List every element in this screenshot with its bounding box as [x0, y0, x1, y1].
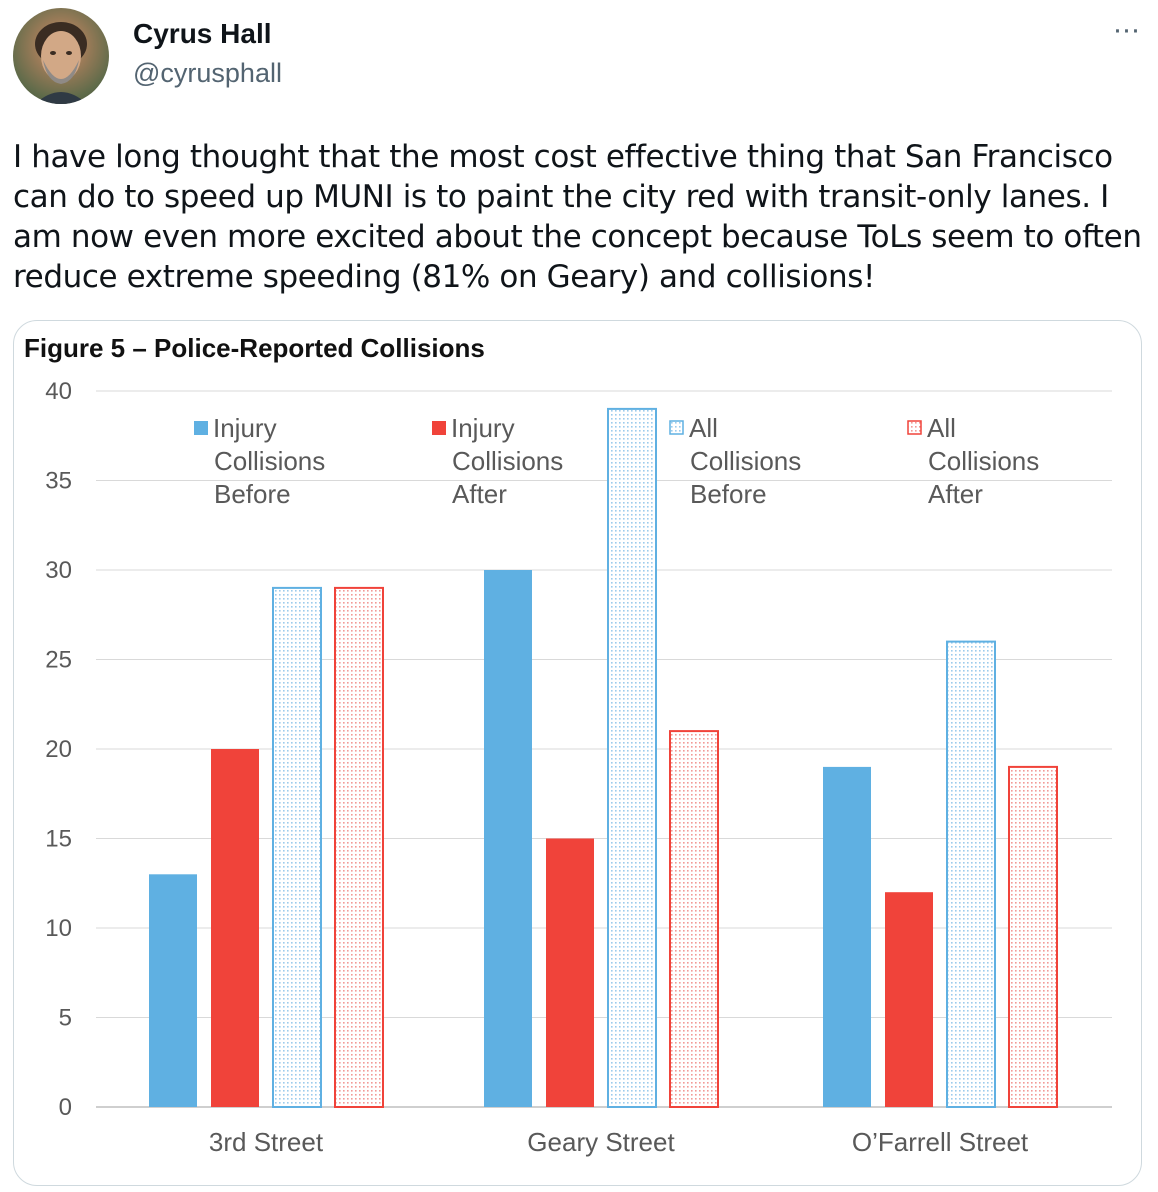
y-tick-label: 0	[59, 1094, 72, 1121]
collisions-bar-chart: Figure 5 – Police-Reported Collisions 0 5…	[24, 333, 1112, 1157]
chart-title: Figure 5 – Police-Reported Collisions	[24, 333, 485, 363]
legend-swatch	[432, 421, 446, 435]
legend-label: Collisions	[928, 446, 1039, 476]
bar	[885, 892, 933, 1107]
legend-label: After	[452, 479, 507, 509]
bar	[946, 640, 996, 1108]
category-label: Geary Street	[527, 1127, 675, 1157]
legend-label: Before	[214, 479, 291, 509]
y-tick-label: 25	[45, 647, 72, 674]
y-tick-label: 30	[45, 557, 72, 584]
category-label: 3rd Street	[209, 1127, 324, 1157]
legend-label: Collisions	[452, 446, 563, 476]
bars: 3rd Street Geary Street O’Farrell Street	[149, 407, 1058, 1157]
legend-label: Collisions	[690, 446, 801, 476]
more-horizontal-icon: ···	[1112, 13, 1141, 46]
tweet-text: I have long thought that the most cost e…	[13, 139, 1142, 295]
legend-swatch	[907, 420, 922, 435]
y-tick-label: 35	[45, 468, 72, 495]
bar	[1008, 765, 1058, 1108]
more-options-button[interactable]: ···	[1104, 13, 1148, 52]
author-handle[interactable]: @cyrusphall	[133, 58, 282, 88]
legend-swatch	[194, 421, 208, 435]
legend-label: All	[927, 413, 956, 443]
bar	[546, 838, 594, 1107]
y-tick-label: 40	[45, 378, 72, 405]
legend-label: Collisions	[214, 446, 325, 476]
tweet-media-image[interactable]: Figure 5 – Police-Reported Collisions 0 5…	[13, 320, 1142, 1186]
legend-label: All	[689, 413, 718, 443]
y-tick-label: 15	[45, 826, 72, 853]
author-name[interactable]: Cyrus Hall	[133, 18, 272, 49]
y-tick-label: 5	[59, 1005, 72, 1032]
legend-label: Before	[690, 479, 767, 509]
legend-label: Injury	[451, 413, 515, 443]
legend: InjuryCollisionsBeforeInjuryCollisionsAf…	[194, 413, 1039, 509]
bar	[149, 874, 197, 1107]
avatar[interactable]	[13, 8, 109, 104]
legend-swatch	[669, 420, 684, 435]
grid-lines: 0 5 10 15 20 25 30 35 40	[45, 378, 1112, 1121]
bar	[607, 407, 657, 1108]
bar	[484, 570, 532, 1107]
y-tick-label: 20	[45, 736, 72, 763]
legend-label: Injury	[213, 413, 277, 443]
bar	[272, 586, 322, 1108]
bar	[823, 766, 871, 1107]
bar	[211, 749, 259, 1107]
legend-label: After	[928, 479, 983, 509]
bar	[334, 586, 384, 1108]
bar	[669, 730, 719, 1108]
y-tick-label: 10	[45, 915, 72, 942]
category-label: O’Farrell Street	[852, 1127, 1029, 1157]
